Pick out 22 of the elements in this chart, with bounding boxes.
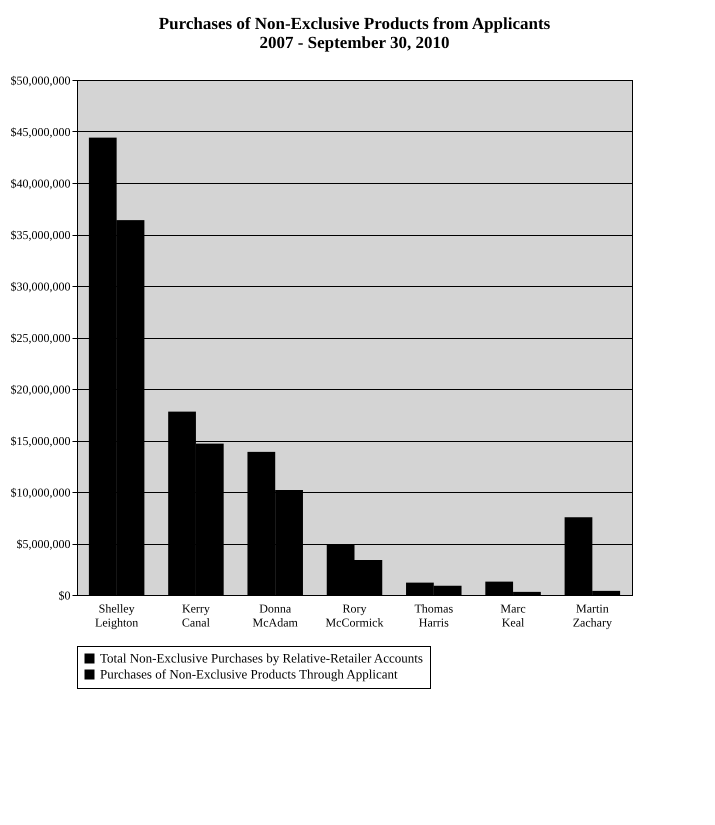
legend-label: Total Non-Exclusive Purchases by Relative-Retailer Accounts xyxy=(100,650,423,666)
x-tick-label: Rory McCormick xyxy=(326,602,384,630)
y-tick-label: $15,000,000 xyxy=(10,434,70,448)
y-tick-label: $25,000,000 xyxy=(10,331,70,345)
x-tick-label: Kerry Canal xyxy=(182,602,211,630)
text: 2007 - September 30, 2010 xyxy=(260,33,450,52)
legend-label: Purchases of Non-Exclusive Products Through Applicant xyxy=(100,666,398,682)
y-tick-label: $10,000,000 xyxy=(10,486,70,500)
y-tick-label: $30,000,000 xyxy=(10,280,70,294)
y-tick-label: $0 xyxy=(58,588,70,602)
y-tick-label: $35,000,000 xyxy=(10,228,70,242)
text: Purchases of Non-Exclusive Products from Applicants xyxy=(158,14,550,33)
x-tick-label: Martin Zachary xyxy=(572,602,612,630)
x-tick-label: Marc Keal xyxy=(500,602,526,630)
y-tick-label: $45,000,000 xyxy=(10,125,70,139)
y-tick-label: $20,000,000 xyxy=(10,382,70,396)
y-tick-label: $40,000,000 xyxy=(10,176,70,190)
y-tick-label: $5,000,000 xyxy=(16,537,70,551)
x-tick-label: Donna McAdam xyxy=(252,602,299,630)
y-tick-label: $50,000,000 xyxy=(10,74,70,88)
x-tick-label: Shelley Leighton xyxy=(94,602,138,630)
x-tick-label: Thomas Harris xyxy=(414,602,454,630)
